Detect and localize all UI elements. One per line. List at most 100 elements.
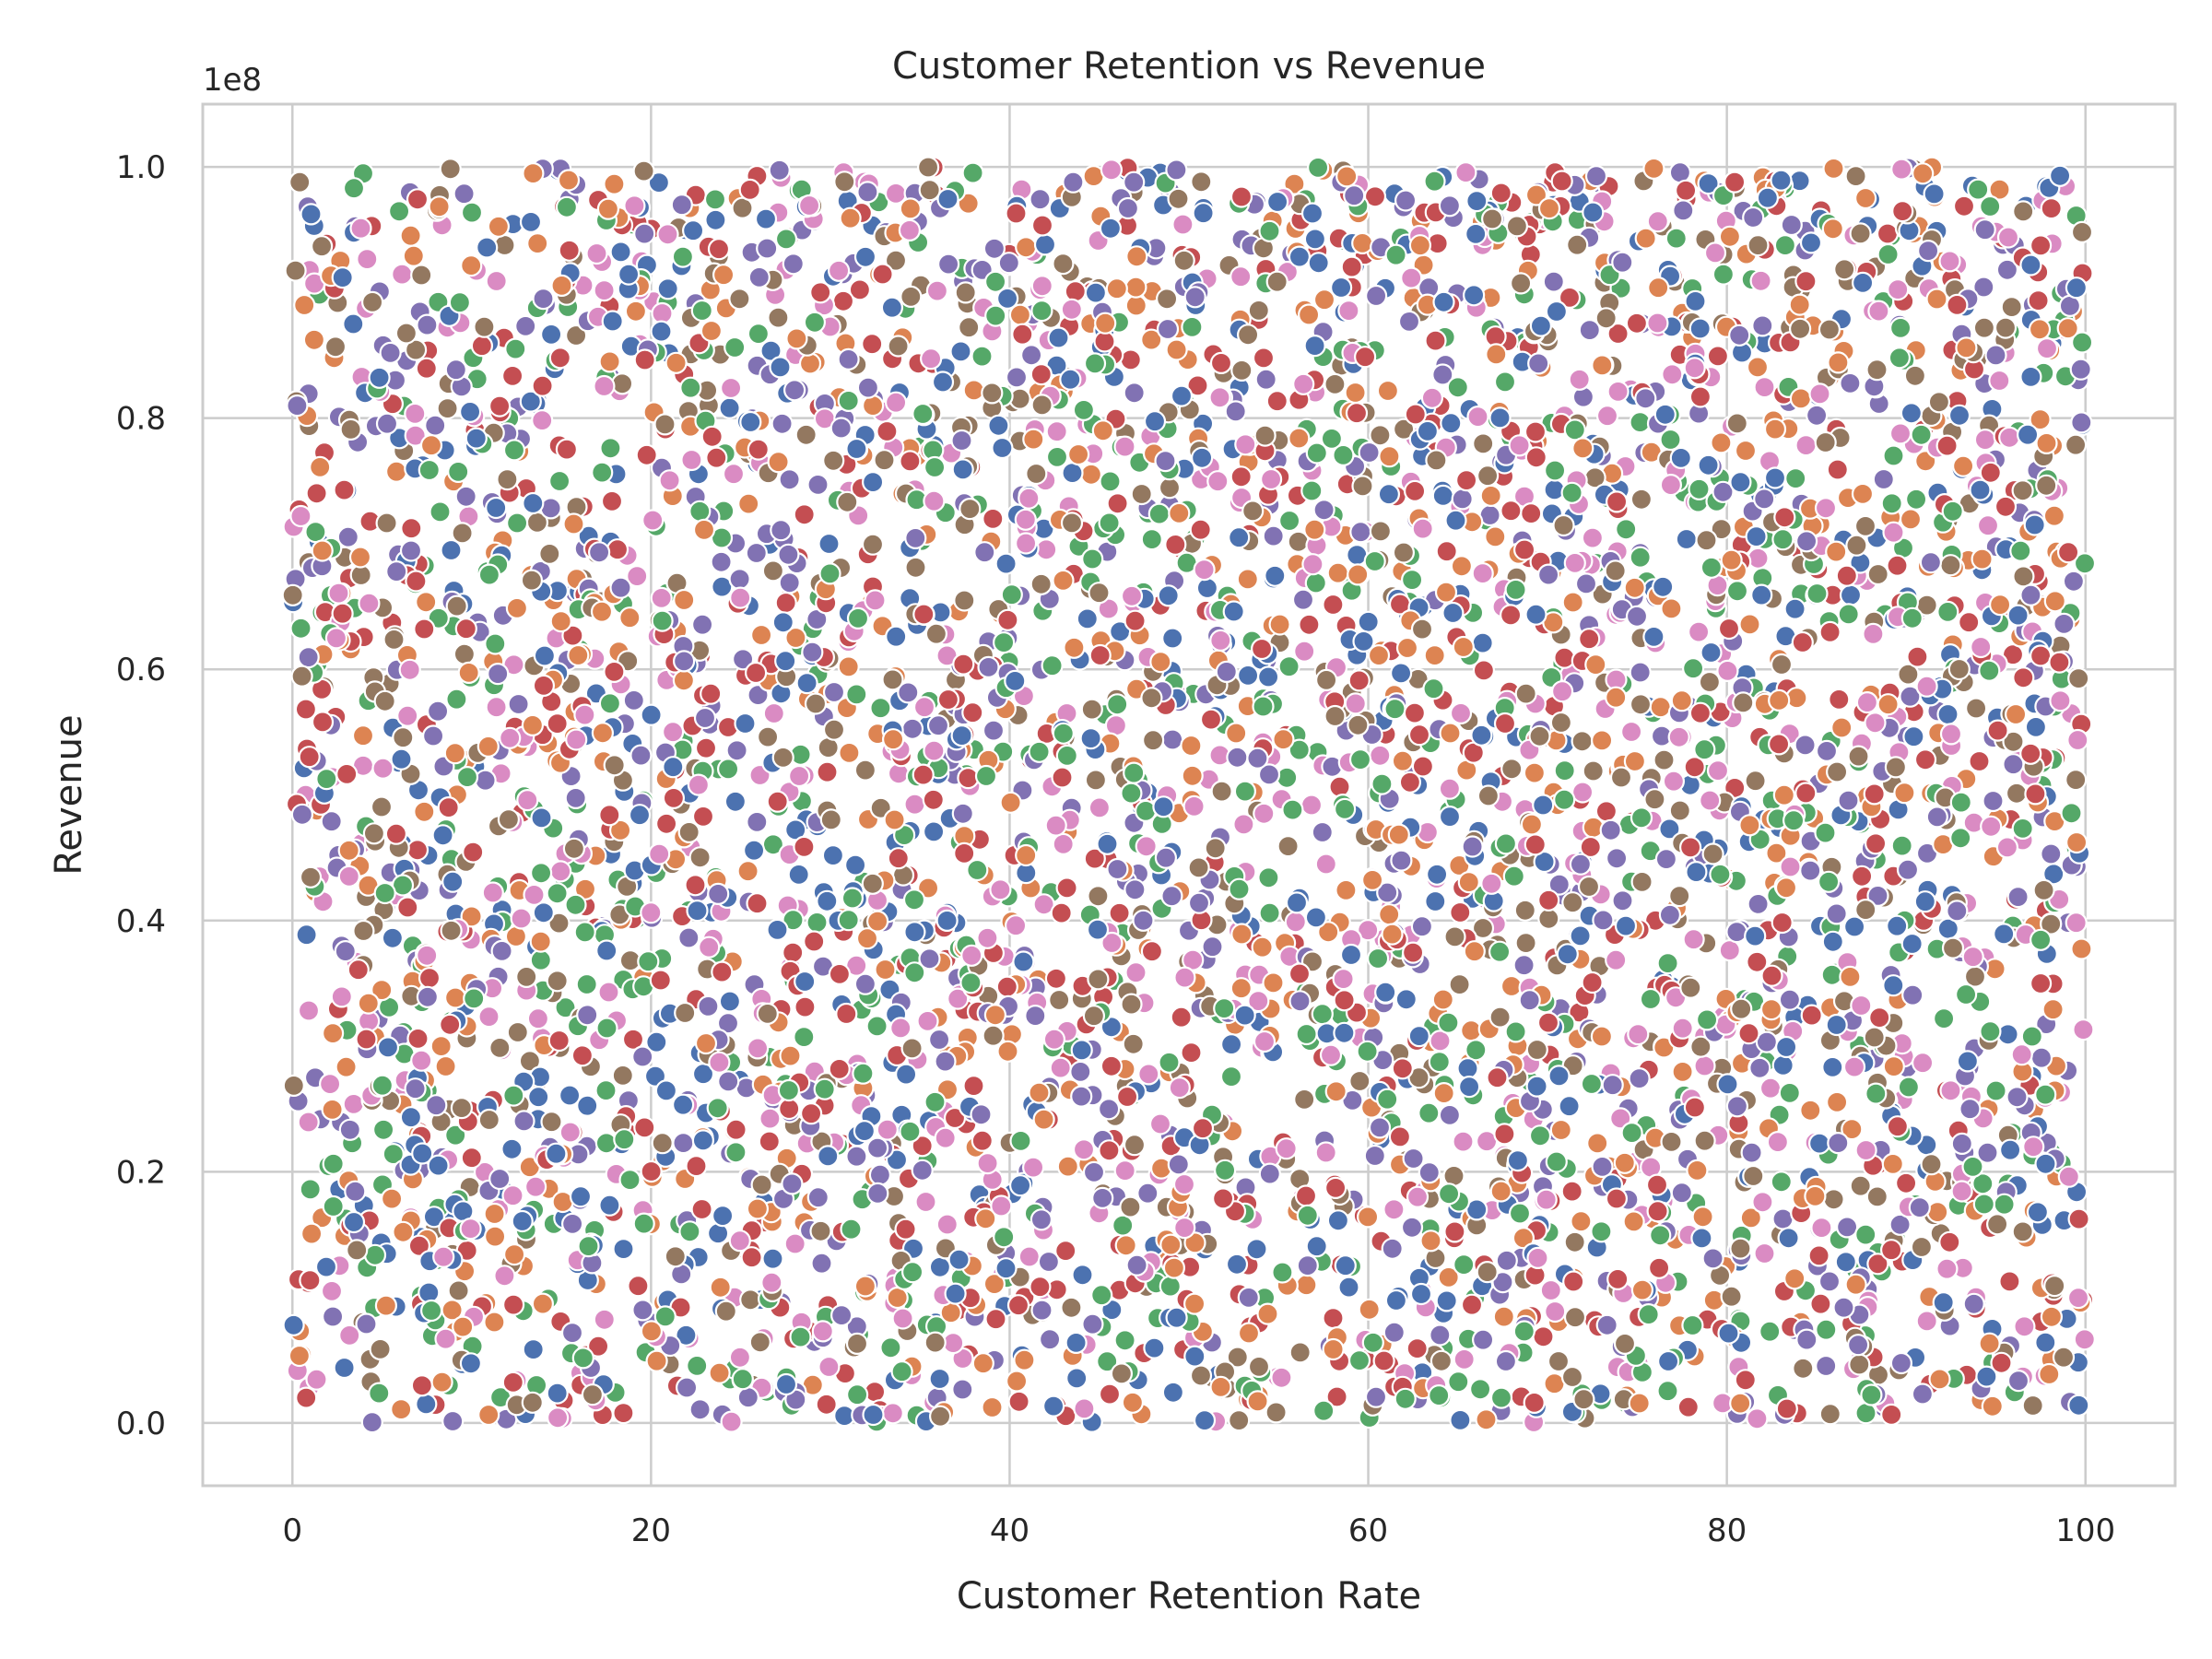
data-point: [1489, 1180, 1512, 1203]
data-point: [546, 712, 569, 735]
data-point: [473, 315, 496, 338]
data-point: [1886, 914, 1909, 937]
data-point: [2056, 317, 2079, 340]
data-point: [1643, 788, 1666, 811]
data-point: [717, 1070, 740, 1093]
data-point: [550, 274, 573, 297]
data-point: [1571, 437, 1594, 460]
data-point: [1629, 546, 1652, 569]
data-point: [778, 468, 801, 491]
data-point: [1634, 387, 1657, 410]
data-point: [698, 935, 721, 959]
data-point: [1630, 1278, 1654, 1301]
data-point: [1710, 517, 1733, 541]
data-point: [1897, 1076, 1920, 1099]
data-point: [868, 1163, 892, 1186]
data-point: [1165, 338, 1188, 361]
data-point: [481, 881, 504, 904]
data-point: [1193, 1408, 1217, 1432]
data-point: [2000, 296, 2023, 319]
data-point: [1972, 316, 1995, 339]
data-point: [1989, 593, 2012, 617]
data-point: [1201, 935, 1224, 959]
data-point: [1592, 909, 1615, 932]
data-point: [1254, 368, 1277, 391]
data-point: [1073, 1397, 1096, 1420]
data-point: [1097, 1098, 1121, 1121]
data-point: [1110, 1362, 1134, 1385]
data-point: [546, 1406, 570, 1430]
data-point: [373, 689, 396, 712]
data-point: [1247, 299, 1270, 322]
data-point: [1994, 495, 2018, 518]
data-point: [2067, 666, 2090, 690]
data-point: [982, 237, 1006, 260]
data-point: [1028, 740, 1051, 763]
data-point: [1549, 711, 1573, 735]
data-point: [465, 427, 488, 450]
data-point: [1314, 853, 1337, 876]
data-point: [362, 822, 385, 845]
data-point: [1052, 253, 1075, 276]
data-point: [1060, 298, 1083, 321]
data-point: [1660, 1130, 1683, 1154]
data-point: [1357, 610, 1380, 633]
data-point: [474, 769, 497, 792]
data-point: [887, 847, 910, 870]
data-point: [1219, 1032, 1243, 1056]
data-point: [1971, 547, 1994, 571]
data-point: [1672, 199, 1695, 222]
data-point: [707, 882, 730, 906]
data-point: [654, 1079, 678, 1102]
data-point: [1738, 814, 1761, 837]
data-point: [1195, 576, 1219, 600]
data-point: [595, 939, 618, 962]
data-point: [672, 650, 696, 673]
data-point: [1656, 1380, 1679, 1403]
data-point: [1993, 923, 2016, 946]
data-point: [1060, 1296, 1083, 1319]
data-point: [1456, 1057, 1479, 1080]
data-point: [2057, 541, 2080, 564]
data-point: [493, 1265, 516, 1288]
data-point: [618, 1168, 641, 1192]
data-point: [1344, 381, 1367, 405]
data-point: [342, 177, 366, 200]
data-point: [1173, 1216, 1196, 1240]
data-point: [1558, 1095, 1581, 1118]
data-point: [1052, 832, 1075, 856]
data-point: [1120, 993, 1143, 1016]
data-point: [1245, 1238, 1268, 1261]
data-point: [694, 736, 718, 759]
data-point: [818, 1355, 841, 1379]
data-point: [357, 992, 380, 1015]
data-point: [1322, 1337, 1345, 1361]
data-point: [601, 310, 624, 333]
data-point: [724, 335, 747, 359]
data-point: [1783, 1267, 1806, 1290]
data-point: [1294, 1184, 1318, 1207]
data-point: [1384, 1288, 1408, 1312]
data-point: [1332, 967, 1355, 991]
data-point: [1913, 748, 1937, 771]
data-point: [2019, 583, 2042, 606]
data-point: [852, 1062, 875, 1085]
data-point: [1011, 323, 1034, 346]
data-point: [1814, 430, 1837, 454]
data-point: [1312, 1399, 1335, 1422]
data-point: [497, 807, 521, 831]
data-point: [876, 419, 899, 443]
data-point: [865, 910, 889, 933]
data-point: [363, 1243, 387, 1266]
data-point: [2002, 730, 2025, 753]
data-point: [1682, 928, 1705, 951]
data-point: [2041, 998, 2065, 1021]
data-point: [1392, 541, 1416, 564]
data-point: [392, 1220, 415, 1243]
data-point: [1717, 1322, 1740, 1345]
data-point: [1946, 900, 1969, 923]
data-point: [396, 896, 419, 919]
data-point: [1447, 1371, 1470, 1394]
data-point: [1642, 157, 1665, 180]
data-point: [779, 1044, 802, 1067]
